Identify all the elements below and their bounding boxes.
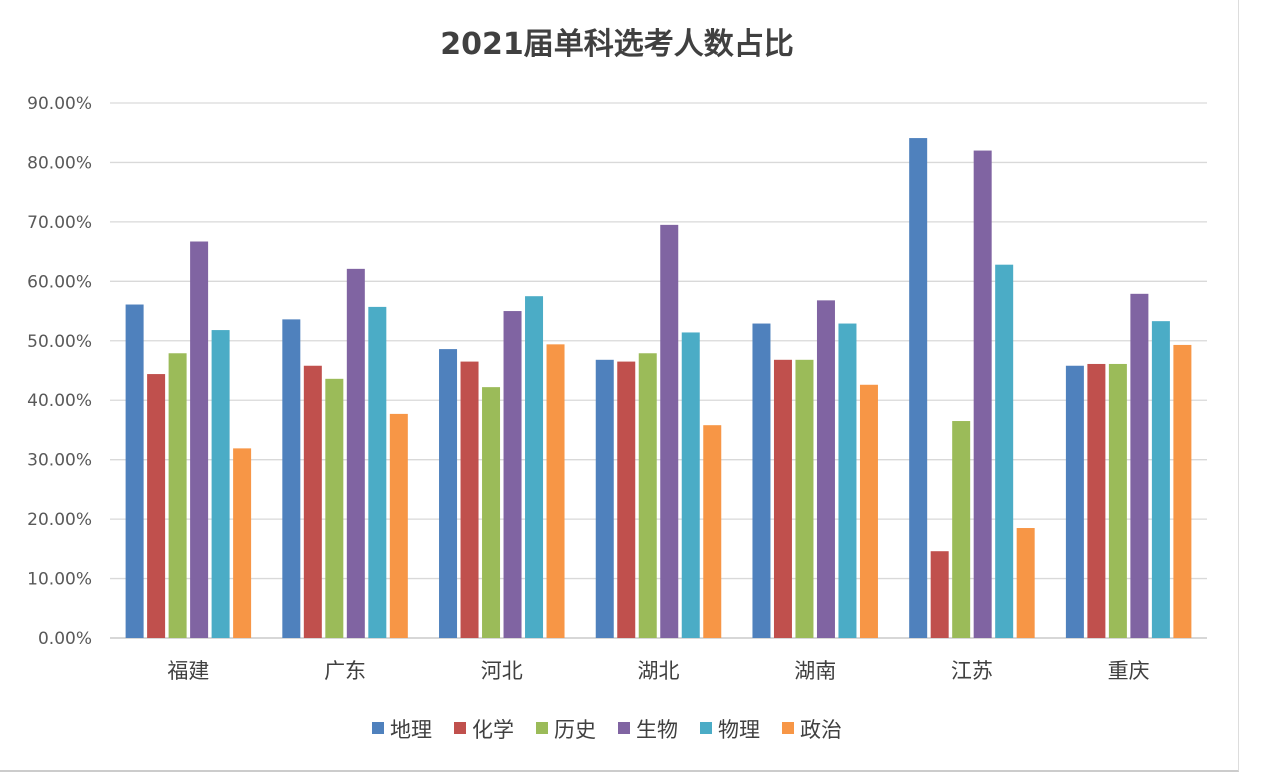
x-tick-label: 重庆	[1108, 659, 1150, 683]
bar-生物-广东	[346, 268, 365, 638]
bar-化学-江苏	[930, 551, 949, 638]
bar-地理-重庆	[1065, 365, 1084, 638]
bar-物理-河北	[525, 296, 544, 638]
bar-历史-福建	[168, 353, 187, 638]
bar-政治-福建	[233, 448, 252, 638]
bar-地理-广东	[282, 319, 301, 638]
bar-政治-湖南	[859, 384, 878, 638]
bar-地理-湖南	[752, 323, 771, 638]
y-tick-label: 30.00%	[27, 451, 92, 471]
legend-swatch	[454, 722, 466, 734]
bar-历史-江苏	[952, 421, 971, 638]
bar-化学-福建	[147, 374, 166, 638]
bar-政治-江苏	[1016, 528, 1035, 638]
bar-化学-河北	[460, 361, 479, 638]
legend-swatch	[782, 722, 794, 734]
legend-label: 地理	[390, 718, 432, 742]
bar-历史-湖北	[638, 353, 657, 638]
bar-地理-湖北	[595, 359, 614, 638]
y-tick-label: 50.00%	[27, 332, 92, 352]
bar-地理-福建	[125, 304, 144, 638]
x-tick-label: 河北	[481, 659, 523, 683]
bar-生物-福建	[190, 241, 209, 638]
bar-生物-湖南	[816, 300, 835, 638]
bar-生物-湖北	[660, 224, 679, 638]
x-tick-label: 广东	[324, 659, 366, 683]
x-tick-label: 湖北	[638, 659, 680, 683]
y-tick-label: 0.00%	[38, 629, 92, 649]
bar-物理-湖南	[838, 323, 857, 638]
bar-生物-河北	[503, 311, 522, 638]
legend-label: 物理	[718, 718, 760, 742]
bar-化学-广东	[303, 365, 322, 638]
legend-swatch	[700, 722, 712, 734]
bar-化学-湖北	[617, 361, 636, 638]
legend-swatch	[536, 722, 548, 734]
bar-历史-河北	[482, 387, 501, 638]
x-tick-label: 江苏	[951, 659, 993, 683]
bar-物理-福建	[211, 330, 230, 638]
bar-历史-广东	[325, 378, 344, 638]
bar-政治-河北	[546, 344, 565, 638]
y-tick-label: 40.00%	[27, 391, 92, 411]
bar-历史-重庆	[1108, 363, 1127, 638]
y-tick-label: 10.00%	[27, 570, 92, 590]
bar-生物-重庆	[1130, 293, 1149, 638]
y-tick-label: 80.00%	[27, 153, 92, 173]
bar-物理-湖北	[681, 332, 700, 638]
chart-title: 2021届单科选考人数占比	[440, 27, 794, 62]
bar-地理-河北	[439, 349, 458, 638]
x-tick-label: 湖南	[794, 659, 836, 683]
legend-label: 政治	[800, 718, 842, 742]
bar-政治-重庆	[1173, 344, 1192, 638]
bar-生物-江苏	[973, 150, 992, 639]
bar-化学-重庆	[1087, 363, 1106, 638]
legend-label: 生物	[636, 718, 678, 742]
y-tick-label: 60.00%	[27, 272, 92, 292]
x-tick-label: 福建	[167, 659, 209, 683]
y-tick-label: 20.00%	[27, 510, 92, 530]
bar-物理-重庆	[1151, 321, 1170, 638]
y-tick-label: 70.00%	[27, 213, 92, 233]
bar-历史-湖南	[795, 359, 814, 638]
bar-物理-江苏	[995, 264, 1014, 638]
y-tick-label: 90.00%	[27, 94, 92, 114]
legend-swatch	[372, 722, 384, 734]
bar-政治-湖北	[703, 425, 722, 638]
legend-label: 历史	[554, 718, 596, 742]
bar-化学-湖南	[773, 359, 792, 638]
legend-swatch	[618, 722, 630, 734]
bar-物理-广东	[368, 306, 387, 638]
legend-label: 化学	[472, 718, 514, 742]
bar-政治-广东	[389, 413, 408, 638]
bar-地理-江苏	[909, 138, 928, 639]
